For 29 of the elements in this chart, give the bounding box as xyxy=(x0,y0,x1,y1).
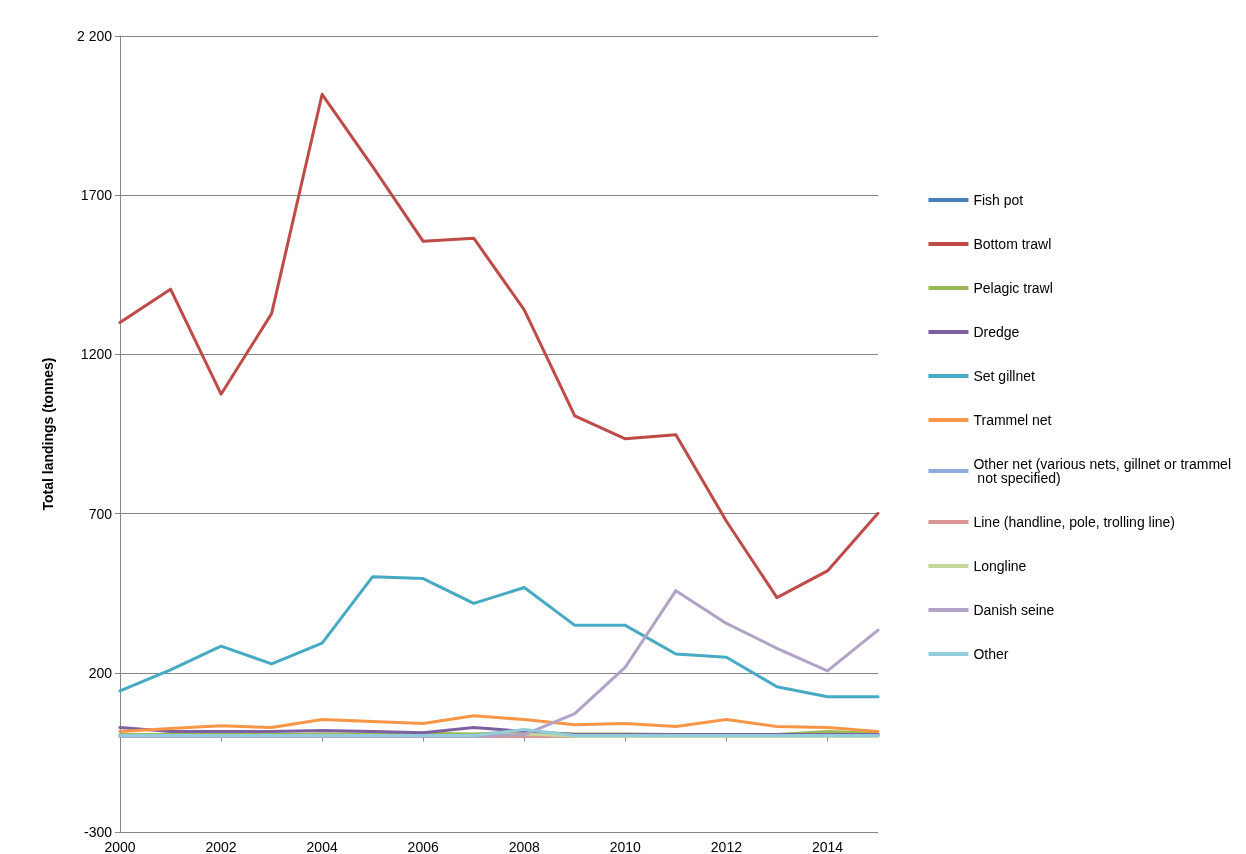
x-tick-label: 2012 xyxy=(710,839,743,854)
legend-label: Trammel net xyxy=(973,412,1052,428)
legend-label: Line (handline, pole, trolling line) xyxy=(973,514,1176,530)
y-tick-label: 200 xyxy=(88,664,113,681)
line-series xyxy=(118,714,880,733)
x-tick-label: 2004 xyxy=(306,839,338,854)
x-tick-label: 2010 xyxy=(609,839,642,854)
line-series xyxy=(118,92,880,600)
y-tick-label: 1200 xyxy=(80,346,113,363)
x-tick-label: 2006 xyxy=(407,839,439,854)
legend-label: Longline xyxy=(973,558,1027,574)
line-series xyxy=(118,575,880,699)
legend-label: Pelagic trawl xyxy=(973,280,1053,296)
legend-label: Set gillnet xyxy=(973,368,1036,384)
x-tick-label: 2002 xyxy=(205,839,237,854)
legend-label: Fish pot xyxy=(973,192,1024,208)
legend-label: Danish seine xyxy=(973,602,1055,618)
y-tick-label: 700 xyxy=(88,505,113,522)
y-tick-label: -300 xyxy=(83,824,113,840)
legend-label: Other net (various nets, gillnet or trammel not specified) xyxy=(973,456,1231,486)
y-tick-label: 1700 xyxy=(80,187,113,204)
x-tick-label: 2000 xyxy=(104,839,136,854)
y-tick-label: 2 200 xyxy=(76,28,113,44)
legend-label: Dredge xyxy=(973,324,1020,340)
legend-label: Bottom trawl xyxy=(973,236,1052,252)
x-tick-label: 2008 xyxy=(508,839,541,854)
legend-label: Other xyxy=(973,646,1009,662)
x-tick-label: 2014 xyxy=(811,839,844,854)
y-axis-title: Total landings (tonnes) xyxy=(40,357,56,511)
